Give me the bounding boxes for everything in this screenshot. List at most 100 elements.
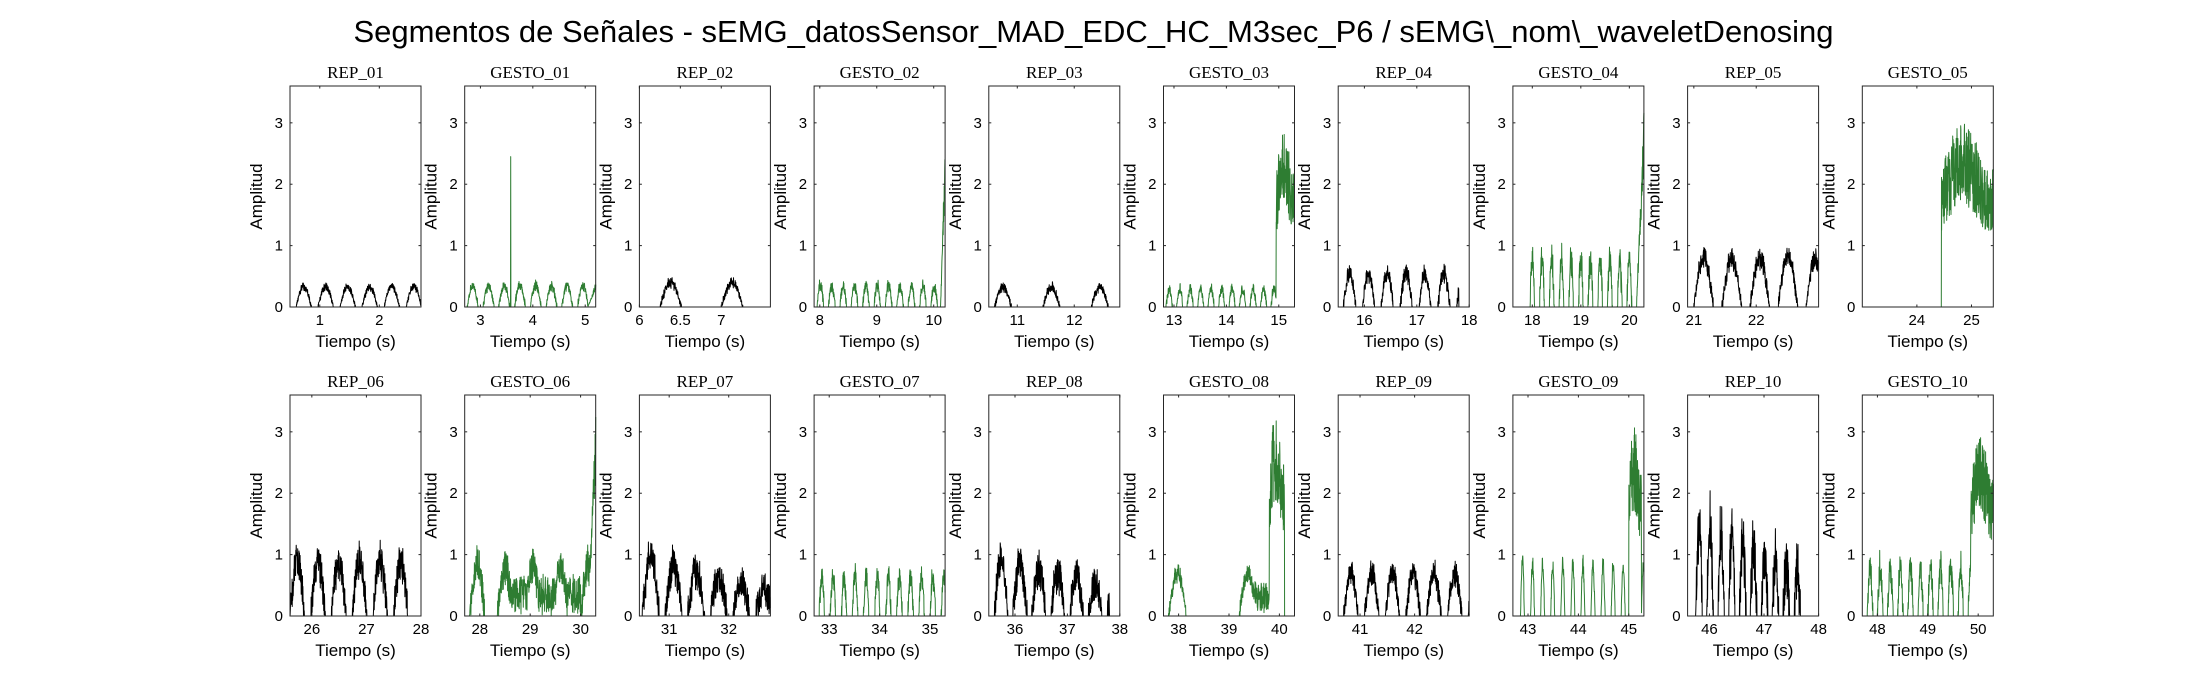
subplot-title: REP_01 [327,63,384,82]
signal-line [1512,112,1645,308]
y-tick-label: 0 [799,299,807,316]
y-axis-label: Amplitud [1819,472,1838,538]
signal-line [464,156,597,308]
signal-line [639,277,771,308]
x-tick-label: 1 [316,312,324,329]
y-axis-label: Amplitud [596,472,615,538]
y-axis-label: Amplitud [596,163,615,229]
y-axis-label: Amplitud [247,472,266,538]
y-axis-label: Amplitud [1470,163,1489,229]
subplot-gesto-03: GESTO_03 13 14 15 0 1 2 3 Tiempo (s) Amplitud [1121,63,1295,351]
y-tick-label: 1 [1847,238,1855,255]
y-tick-label: 0 [275,299,283,316]
y-axis-label: Amplitud [1470,472,1489,538]
signal-line [1687,490,1819,617]
y-tick-label: 0 [799,608,807,625]
y-tick-label: 0 [1498,608,1506,625]
figure-title: Segmentos de Señales - sEMG_datosSensor_… [353,14,1833,49]
x-tick-label: 28 [471,621,488,638]
subplot-gesto-04: GESTO_04 18 19 20 0 1 2 3 Tiempo (s) Amplitud [1470,63,1645,351]
subplot-title: GESTO_10 [1888,372,1968,391]
y-tick-label: 2 [1498,176,1506,193]
x-tick-label: 28 [413,621,430,638]
axes-frame [289,394,422,617]
y-axis-label: Amplitud [1295,163,1314,229]
y-tick-label: 2 [1672,485,1680,502]
x-tick-label: 38 [1170,621,1187,638]
y-tick-label: 2 [1847,485,1855,502]
x-axis-label: Tiempo (s) [665,641,746,660]
y-tick-label: 3 [624,115,632,132]
x-tick-label: 4 [529,312,537,329]
x-tick-label: 24 [1909,312,1926,329]
x-tick-label: 26 [303,621,320,638]
axes-frame [988,394,1121,617]
y-axis-label: Amplitud [1295,472,1314,538]
subplot-title: GESTO_02 [840,63,920,82]
y-tick-label: 0 [624,608,632,625]
x-tick-label: 31 [661,621,678,638]
y-axis-label: Amplitud [946,472,965,538]
x-tick-label: 15 [1270,312,1287,329]
x-tick-label: 13 [1166,312,1183,329]
x-tick-label: 10 [925,312,942,329]
axes-frame [638,85,771,308]
signal-line [639,541,771,617]
x-tick-label: 35 [922,621,939,638]
axes-frame [1861,85,1994,308]
x-tick-label: 48 [1869,621,1886,638]
x-axis-label: Tiempo (s) [839,332,920,351]
subplot-title: REP_10 [1725,372,1782,391]
x-tick-label: 8 [816,312,824,329]
y-tick-label: 1 [1148,547,1156,564]
y-tick-label: 3 [1847,115,1855,132]
y-tick-label: 2 [799,176,807,193]
y-axis-label: Amplitud [1121,472,1140,538]
axes-frame [1512,85,1645,308]
y-tick-label: 2 [799,485,807,502]
x-tick-label: 18 [1524,312,1541,329]
y-tick-label: 1 [449,547,457,564]
x-tick-label: 40 [1271,621,1288,638]
subplot-gesto-01: GESTO_01 3 4 5 0 1 2 3 Tiempo (s) Amplitud [422,63,597,351]
y-axis-label: Amplitud [771,163,790,229]
subplot-rep-10: REP_10 46 47 48 0 1 2 3 Tiempo (s) Amplitud [1645,372,1827,660]
y-tick-label: 1 [275,238,283,255]
y-tick-label: 3 [275,115,283,132]
signal-line [813,563,946,617]
y-tick-label: 3 [275,424,283,441]
x-tick-label: 5 [581,312,589,329]
subplot-title: GESTO_01 [490,63,570,82]
subplot-title: REP_08 [1026,372,1083,391]
y-tick-label: 3 [973,424,981,441]
y-tick-label: 0 [275,608,283,625]
x-tick-label: 32 [720,621,737,638]
y-axis-label: Amplitud [1645,472,1664,538]
x-tick-label: 36 [1007,621,1024,638]
axes-frame [1337,85,1470,308]
subplot-rep-05: REP_05 21 22 0 1 2 3 Tiempo (s) Amplitud [1645,63,1820,351]
x-tick-label: 19 [1572,312,1589,329]
y-tick-label: 0 [1148,608,1156,625]
x-axis-label: Tiempo (s) [490,332,571,351]
signal-line [1337,263,1470,308]
x-axis-label: Tiempo (s) [1538,641,1619,660]
y-tick-label: 0 [1148,299,1156,316]
x-tick-label: 17 [1408,312,1425,329]
x-axis-label: Tiempo (s) [1538,332,1619,351]
signal-line [1337,559,1470,617]
y-tick-label: 0 [973,608,981,625]
subplot-title: GESTO_04 [1538,63,1618,82]
y-axis-label: Amplitud [422,163,441,229]
x-tick-label: 46 [1701,621,1718,638]
x-axis-label: Tiempo (s) [665,332,746,351]
subplot-rep-02: REP_02 6 6.5 7 0 1 2 3 Tiempo (s) Amplitud [596,63,771,351]
x-tick-label: 30 [572,621,589,638]
axes-frame [638,394,771,617]
axes-frame [289,85,422,308]
subplot-gesto-09: GESTO_09 43 44 45 0 1 2 3 Tiempo (s) Amplitud [1470,372,1645,660]
subplot-title: REP_04 [1375,63,1432,82]
y-tick-label: 0 [1847,299,1855,316]
y-tick-label: 2 [1323,485,1331,502]
